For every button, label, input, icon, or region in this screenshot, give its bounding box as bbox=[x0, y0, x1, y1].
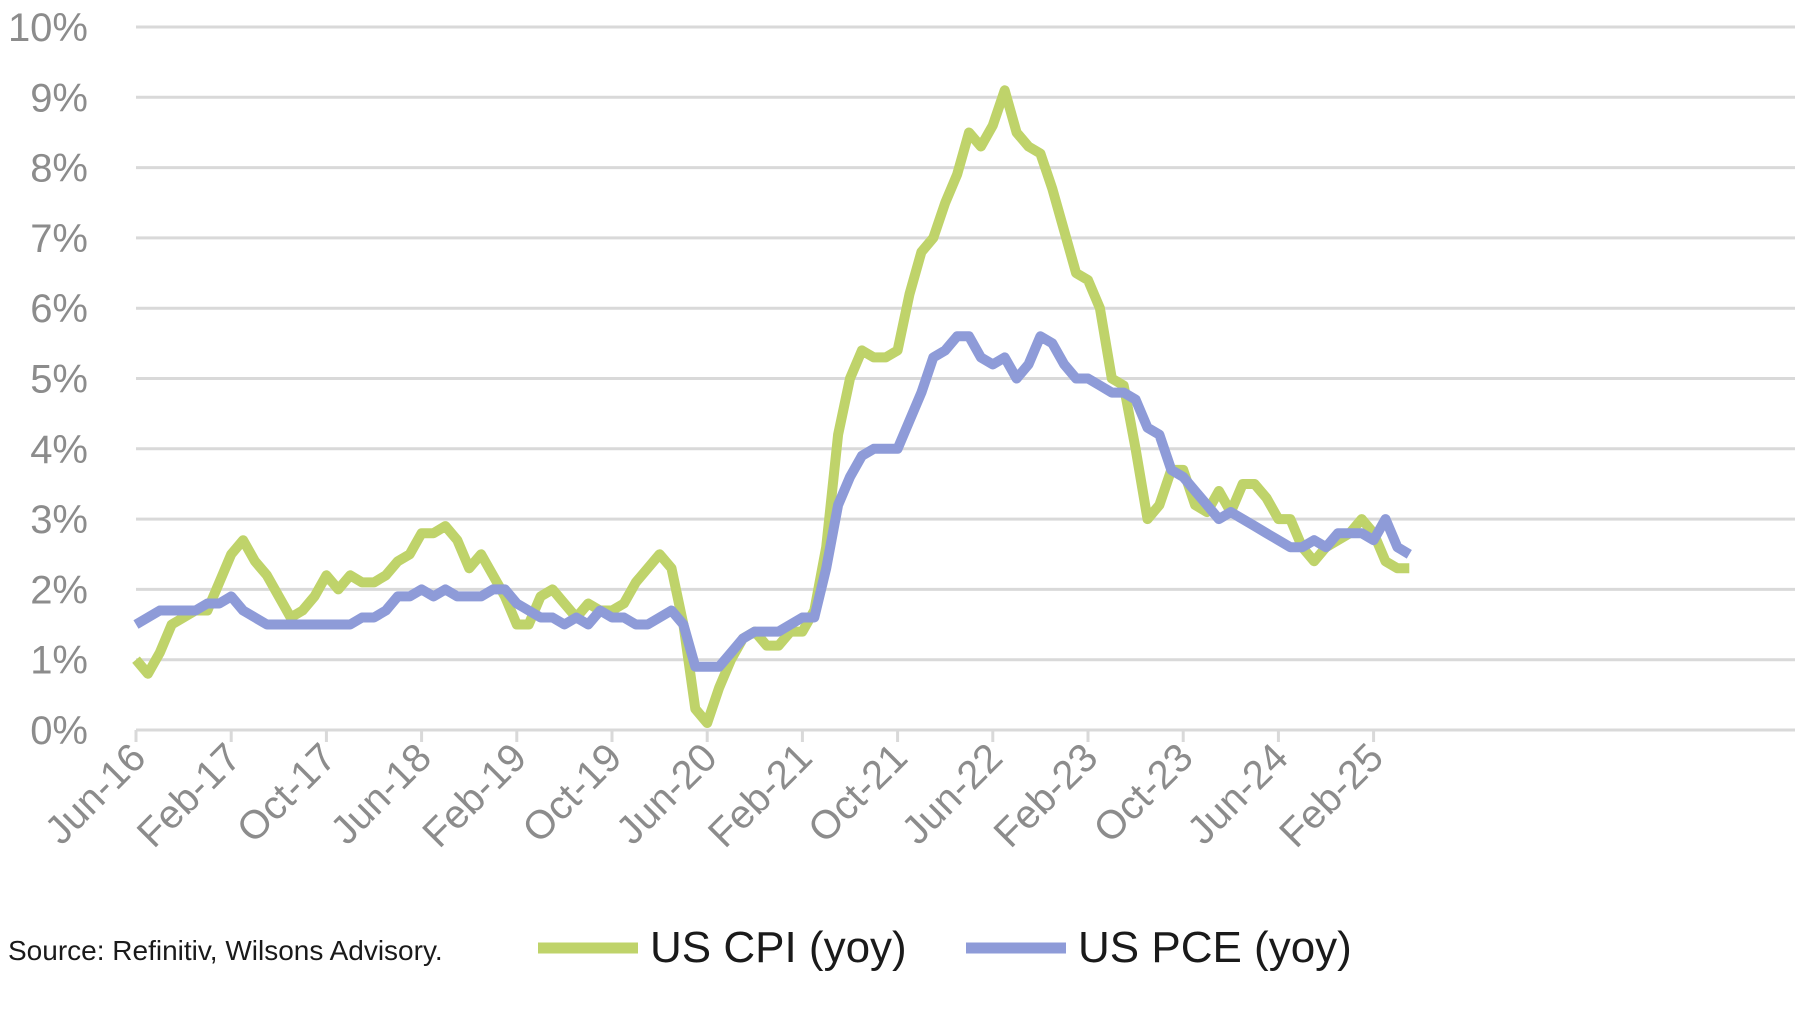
x-tick-label: Feb-23 bbox=[986, 735, 1107, 856]
x-tick-label: Oct-23 bbox=[1086, 735, 1202, 851]
source-note: Source: Refinitiv, Wilsons Advisory. bbox=[8, 935, 443, 966]
y-tick-label: 9% bbox=[30, 76, 88, 120]
legend-label-pce: US PCE (yoy) bbox=[1078, 923, 1352, 972]
x-tick-label: Oct-19 bbox=[514, 735, 630, 851]
x-tick-label: Feb-19 bbox=[414, 735, 535, 856]
y-tick-label: 8% bbox=[30, 147, 88, 191]
y-tick-label: 3% bbox=[30, 498, 88, 542]
x-tick-label: Jun-20 bbox=[608, 735, 726, 853]
legend-label-cpi: US CPI (yoy) bbox=[650, 923, 907, 972]
x-tick-label: Jun-18 bbox=[322, 735, 440, 853]
y-tick-label: 0% bbox=[30, 709, 88, 753]
x-axis bbox=[134, 728, 1795, 742]
y-tick-label: 2% bbox=[30, 568, 88, 612]
series-line-cpi bbox=[132, 85, 1410, 728]
x-tick-label: Feb-21 bbox=[700, 735, 821, 856]
y-tick-label: 5% bbox=[30, 358, 88, 402]
series-line-pce bbox=[133, 331, 1412, 672]
x-tick-label: Feb-25 bbox=[1271, 735, 1392, 856]
x-axis-tick-labels: Jun-16Feb-17Oct-17Jun-18Feb-19Oct-19Jun-… bbox=[37, 735, 1392, 856]
y-tick-label: 1% bbox=[30, 639, 88, 683]
gridlines bbox=[136, 25, 1795, 662]
y-tick-label: 7% bbox=[30, 217, 88, 261]
x-tick-label: Jun-24 bbox=[1179, 735, 1297, 853]
x-tick-label: Oct-17 bbox=[229, 735, 345, 851]
series-lines bbox=[132, 85, 1412, 728]
x-tick-label: Oct-21 bbox=[800, 735, 916, 851]
y-tick-label: 10% bbox=[8, 6, 88, 50]
y-tick-label: 4% bbox=[30, 428, 88, 472]
legend: US CPI (yoy) US PCE (yoy) bbox=[538, 923, 1352, 972]
x-tick-label: Feb-17 bbox=[129, 735, 250, 856]
x-tick-label: Jun-22 bbox=[894, 735, 1012, 853]
y-axis-tick-labels: 0% 1% 2% 3% 4% 5% 6% 7% 8% 9% 10% bbox=[8, 6, 88, 753]
y-tick-label: 6% bbox=[30, 287, 88, 331]
